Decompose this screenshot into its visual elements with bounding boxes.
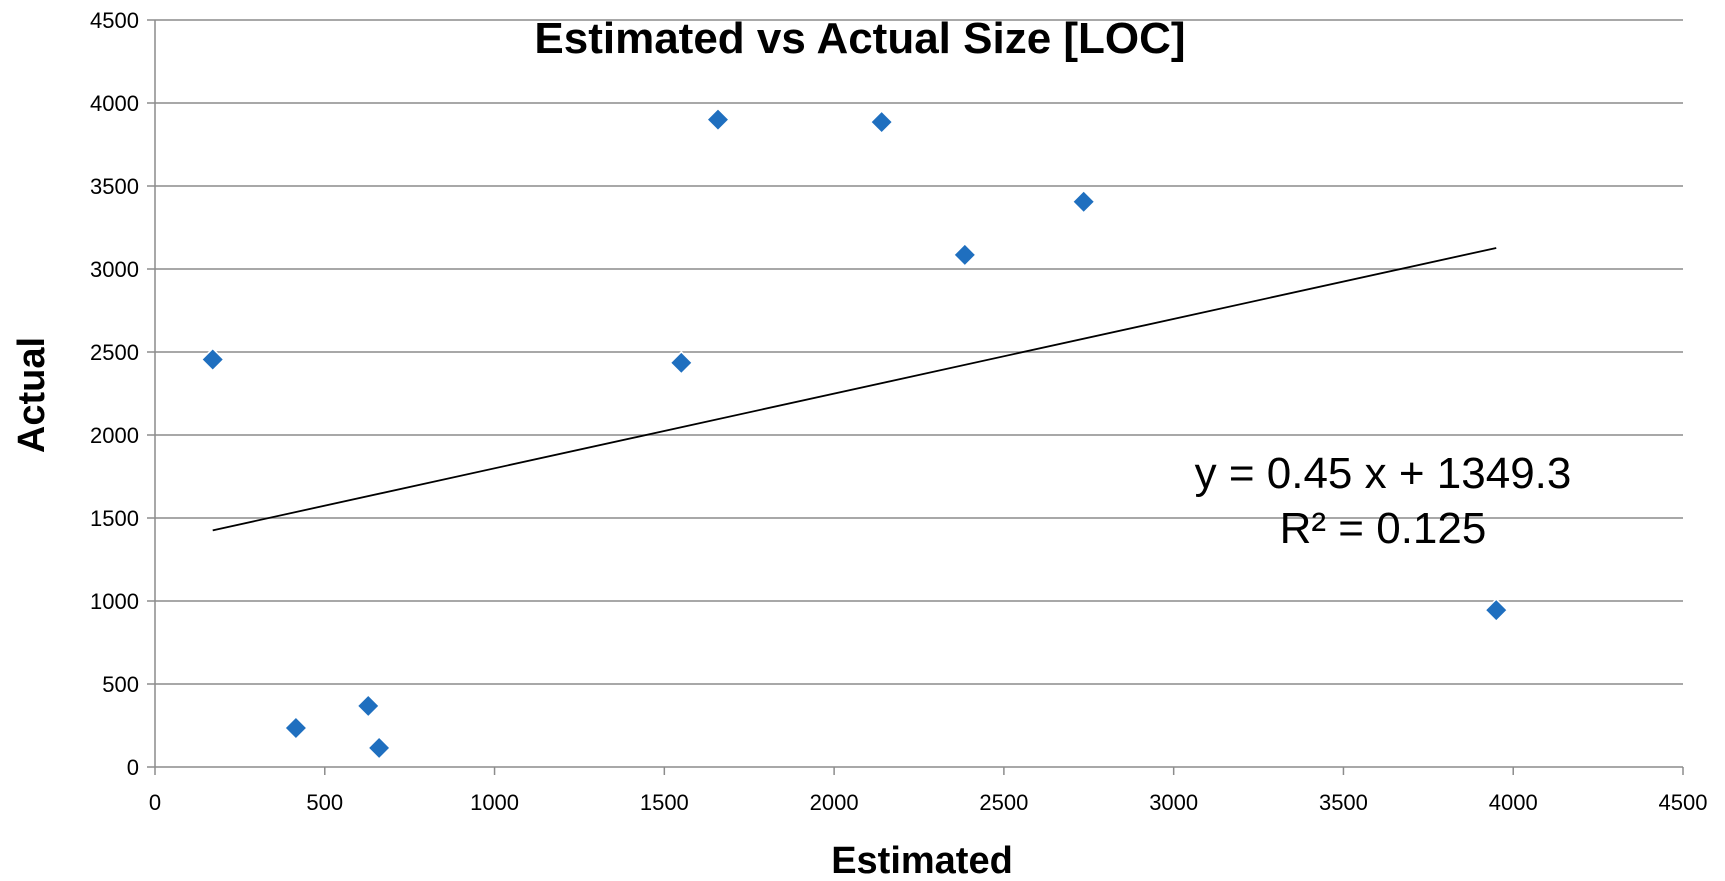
- x-tick-label-0: 0: [149, 790, 161, 815]
- data-point-8: [1071, 189, 1096, 214]
- data-point-5: [705, 107, 731, 132]
- trendline-group: [212, 247, 1497, 532]
- x-axis-label: Estimated: [831, 840, 1013, 881]
- data-point-1: [283, 715, 308, 741]
- data-point-3: [367, 735, 392, 760]
- x-tick-label-8: 4000: [1489, 790, 1538, 815]
- data-point-2: [356, 693, 381, 718]
- y-tick-labels: 0 500 1000 1500 2000 2500 3000 3500 4000 4500: [90, 8, 139, 780]
- y-tick-label-0: 0: [127, 755, 139, 780]
- y-axis-label: Actual: [11, 337, 53, 453]
- chart-title: Estimated vs Actual Size [LOC]: [534, 14, 1185, 63]
- y-tick-label-9: 4500: [90, 8, 139, 33]
- x-tick-label-1: 500: [306, 790, 343, 815]
- x-tick-label-7: 3500: [1319, 790, 1368, 815]
- data-point-0: [200, 347, 225, 372]
- y-tick-label-1: 500: [102, 672, 139, 697]
- x-tick-label-6: 3000: [1149, 790, 1198, 815]
- trendline-r-squared: R² = 0.125: [1280, 504, 1487, 553]
- x-tick-label-4: 2000: [810, 790, 859, 815]
- data-point-7: [952, 242, 977, 267]
- y-tick-label-2: 1000: [90, 589, 139, 614]
- data-point-6: [869, 110, 894, 135]
- data-point-9: [1484, 598, 1509, 623]
- x-tick-label-2: 1000: [470, 790, 519, 815]
- x-tick-label-5: 2500: [979, 790, 1028, 815]
- trendline: [212, 247, 1497, 532]
- axes: [147, 19, 1684, 775]
- y-tick-label-4: 2000: [90, 423, 139, 448]
- data-points: [200, 107, 1509, 760]
- trendline-equation: y = 0.45 x + 1349.3: [1195, 449, 1572, 498]
- data-point-4: [669, 350, 694, 375]
- y-tick-label-7: 3500: [90, 174, 139, 199]
- y-tick-label-5: 2500: [90, 340, 139, 365]
- x-tick-labels: 0 500 1000 1500 2000 2500 3000 3500 4000 4500: [149, 790, 1708, 815]
- grid-lines: [155, 19, 1683, 685]
- x-tick-label-9: 4500: [1659, 790, 1708, 815]
- y-tick-label-6: 3000: [90, 257, 139, 282]
- x-tick-label-3: 1500: [640, 790, 689, 815]
- y-tick-label-8: 4000: [90, 91, 139, 116]
- y-tick-label-3: 1500: [90, 506, 139, 531]
